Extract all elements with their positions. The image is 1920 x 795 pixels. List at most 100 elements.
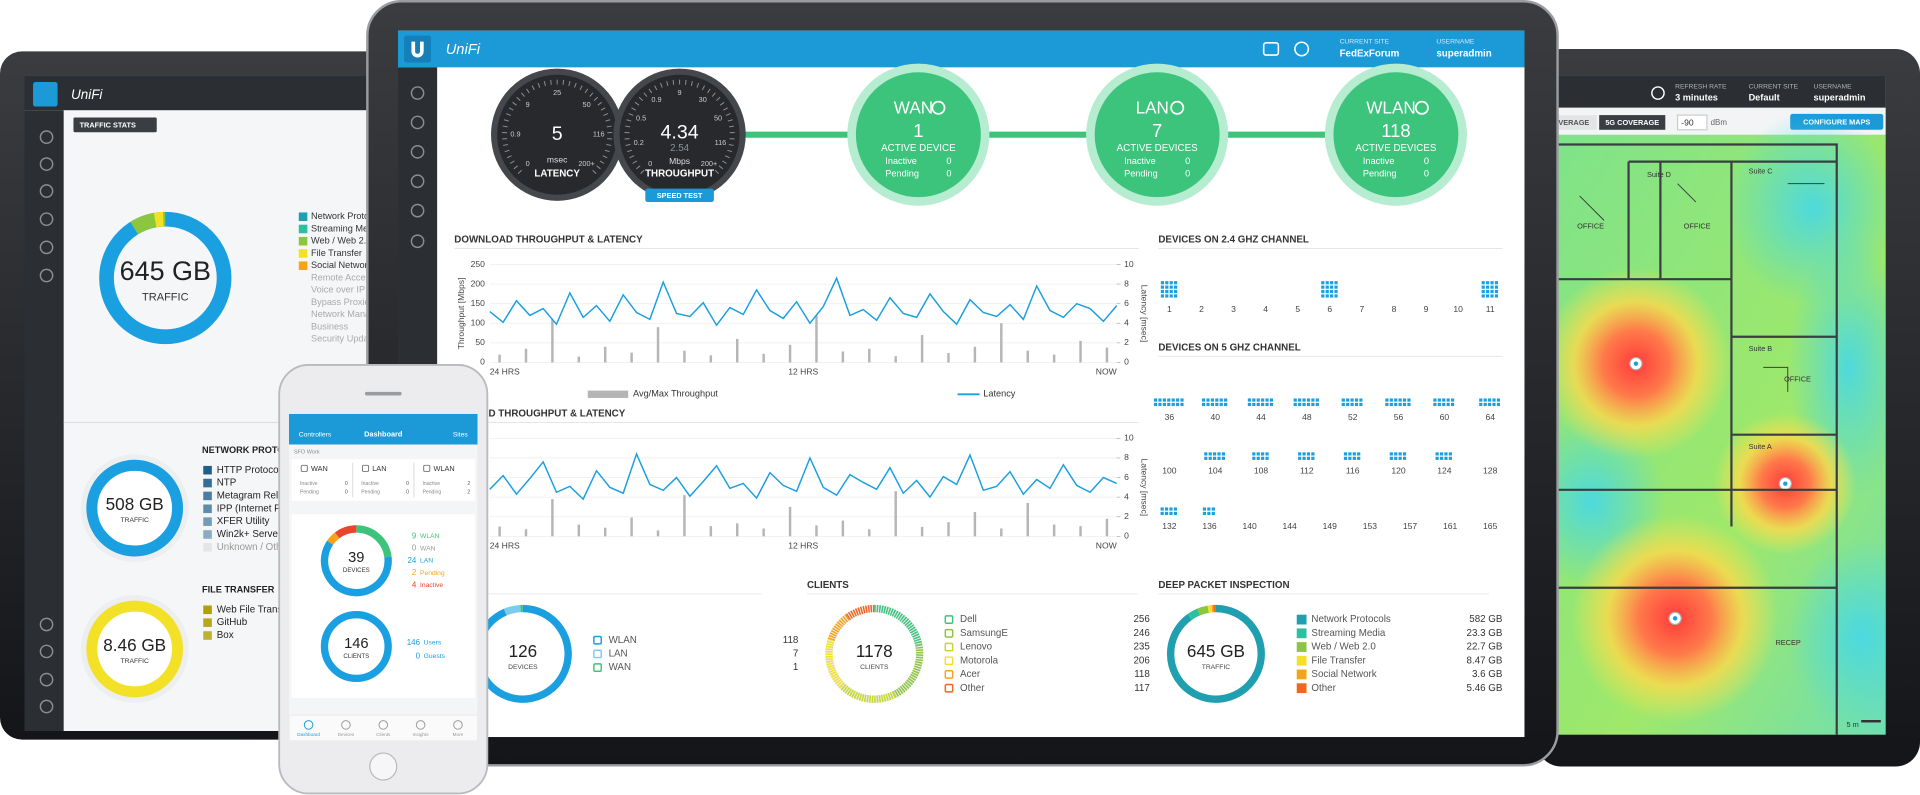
device-dot — [1162, 402, 1166, 407]
gauge-tick — [631, 107, 637, 111]
dropdown-label[interactable]: TRAFFIC STATS — [80, 120, 136, 129]
sidebar-icon[interactable] — [39, 644, 54, 659]
channel-label: 11 — [1486, 304, 1495, 314]
tab-label[interactable]: Clients — [376, 732, 391, 737]
sidebar-icon[interactable] — [39, 672, 54, 687]
status-icon — [931, 100, 946, 115]
legend-icon — [944, 670, 954, 679]
tab[interactable] — [1528, 115, 1597, 130]
phone-home-button[interactable] — [369, 752, 398, 781]
panel-title: CLIENTS — [807, 580, 849, 591]
status-pending-label: Pending — [1124, 168, 1158, 178]
channel-label: 153 — [1363, 521, 1378, 531]
device-dot — [1494, 281, 1499, 285]
legend-swatch — [203, 530, 212, 539]
status-circle — [1094, 72, 1220, 198]
refresh-icon[interactable] — [1651, 86, 1665, 100]
device-dot — [1483, 398, 1487, 402]
tab-icon[interactable] — [453, 720, 463, 730]
sidebar-icon[interactable] — [39, 617, 54, 632]
channel-label: 56 — [1394, 412, 1404, 422]
header-value[interactable]: 3 minutes — [1675, 92, 1718, 102]
throughput-unit: Mbps — [669, 156, 690, 166]
device-dot — [1173, 507, 1177, 511]
gauge-tick — [516, 96, 521, 101]
donut-segment — [825, 638, 845, 689]
donut-segment — [1166, 604, 1265, 703]
device-dot — [1176, 398, 1180, 402]
channel-label: 44 — [1256, 412, 1266, 422]
device-dot — [1158, 402, 1162, 407]
channel-label: 161 — [1443, 521, 1458, 531]
floor-walls — [1557, 143, 1838, 735]
device-dot — [1492, 398, 1496, 402]
device-dot — [1162, 398, 1166, 402]
header-icon[interactable] — [1262, 42, 1280, 56]
sidebar-icon[interactable] — [410, 203, 425, 218]
tab-icon[interactable] — [378, 720, 389, 730]
device-dot — [1442, 402, 1446, 407]
tab-label[interactable]: 5G COVERAGE — [1605, 118, 1659, 127]
sidebar-icon[interactable] — [410, 144, 425, 159]
gauge-tick — [707, 88, 711, 94]
refresh-icon[interactable] — [1294, 41, 1310, 57]
channel-label: 48 — [1302, 412, 1312, 422]
status-inactive-label: Inactive — [1124, 156, 1156, 166]
sidebar-icon[interactable] — [410, 115, 425, 130]
speed-test-label[interactable]: SPEED TEST — [657, 191, 703, 200]
sidebar-icon[interactable] — [39, 212, 54, 227]
throughput-bar — [603, 527, 607, 537]
sidebar-icon[interactable] — [39, 268, 54, 283]
channel-label: 60 — [1440, 412, 1450, 422]
sidebar-icon[interactable] — [410, 174, 425, 189]
threshold-value[interactable]: -90 — [1681, 117, 1694, 127]
threshold-input[interactable] — [1676, 114, 1708, 131]
device-dot — [1479, 402, 1483, 407]
speed-test-button[interactable] — [645, 188, 714, 203]
nav-right[interactable]: Sites — [453, 431, 469, 438]
user-value[interactable]: superadmin — [1436, 48, 1491, 59]
site-value[interactable]: FedExForum — [1340, 48, 1400, 59]
sidebar-icon[interactable] — [39, 699, 54, 714]
tab-icon[interactable] — [303, 720, 314, 730]
tab-label[interactable]: Devices — [338, 732, 355, 737]
legend-icon — [593, 635, 602, 645]
device-dot — [1169, 507, 1173, 511]
legend-value: 146 — [407, 638, 421, 647]
tab-label[interactable]: Dashboard — [297, 732, 320, 737]
nav-title: Dashboard — [364, 430, 402, 439]
header-value[interactable]: superadmin — [1813, 92, 1865, 102]
tab-icon[interactable] — [415, 720, 426, 730]
device-dot — [1450, 398, 1455, 402]
sidebar-icon[interactable] — [39, 130, 54, 145]
sidebar-icon[interactable] — [39, 184, 54, 198]
donut-total-label: CLIENTS — [860, 664, 889, 671]
header-label: USERNAME — [1813, 84, 1852, 91]
device-dot — [1481, 281, 1485, 285]
tab-label[interactable]: Insights — [413, 732, 430, 737]
device-dot — [1407, 402, 1411, 407]
tab-label[interactable]: More — [453, 732, 464, 737]
device-dot — [1252, 402, 1256, 407]
device-dot — [1385, 398, 1389, 402]
sidebar-icon[interactable] — [410, 86, 425, 100]
gauge-tick — [520, 92, 525, 97]
nav-left[interactable]: Controllers — [299, 431, 332, 438]
y-tick-label: 200 — [471, 278, 486, 288]
sidebar-icon[interactable] — [39, 240, 54, 255]
device-dot — [1311, 456, 1315, 460]
legend-icon — [944, 642, 954, 652]
dropdown[interactable] — [73, 117, 157, 133]
header-value[interactable]: Default — [1749, 92, 1780, 102]
sidebar-icon[interactable] — [410, 234, 425, 249]
legend-value: 235 — [1133, 642, 1150, 653]
device-dot — [1341, 398, 1345, 402]
device-dot — [1201, 398, 1206, 402]
tab-label[interactable]: 2G COVERAGE — [1536, 118, 1590, 127]
gauge-face — [619, 74, 740, 195]
device-dot — [1217, 452, 1221, 456]
tab-icon[interactable] — [341, 720, 351, 730]
sidebar-icon[interactable] — [39, 157, 54, 171]
tab[interactable] — [1599, 115, 1666, 130]
gauge-tick — [568, 80, 571, 86]
